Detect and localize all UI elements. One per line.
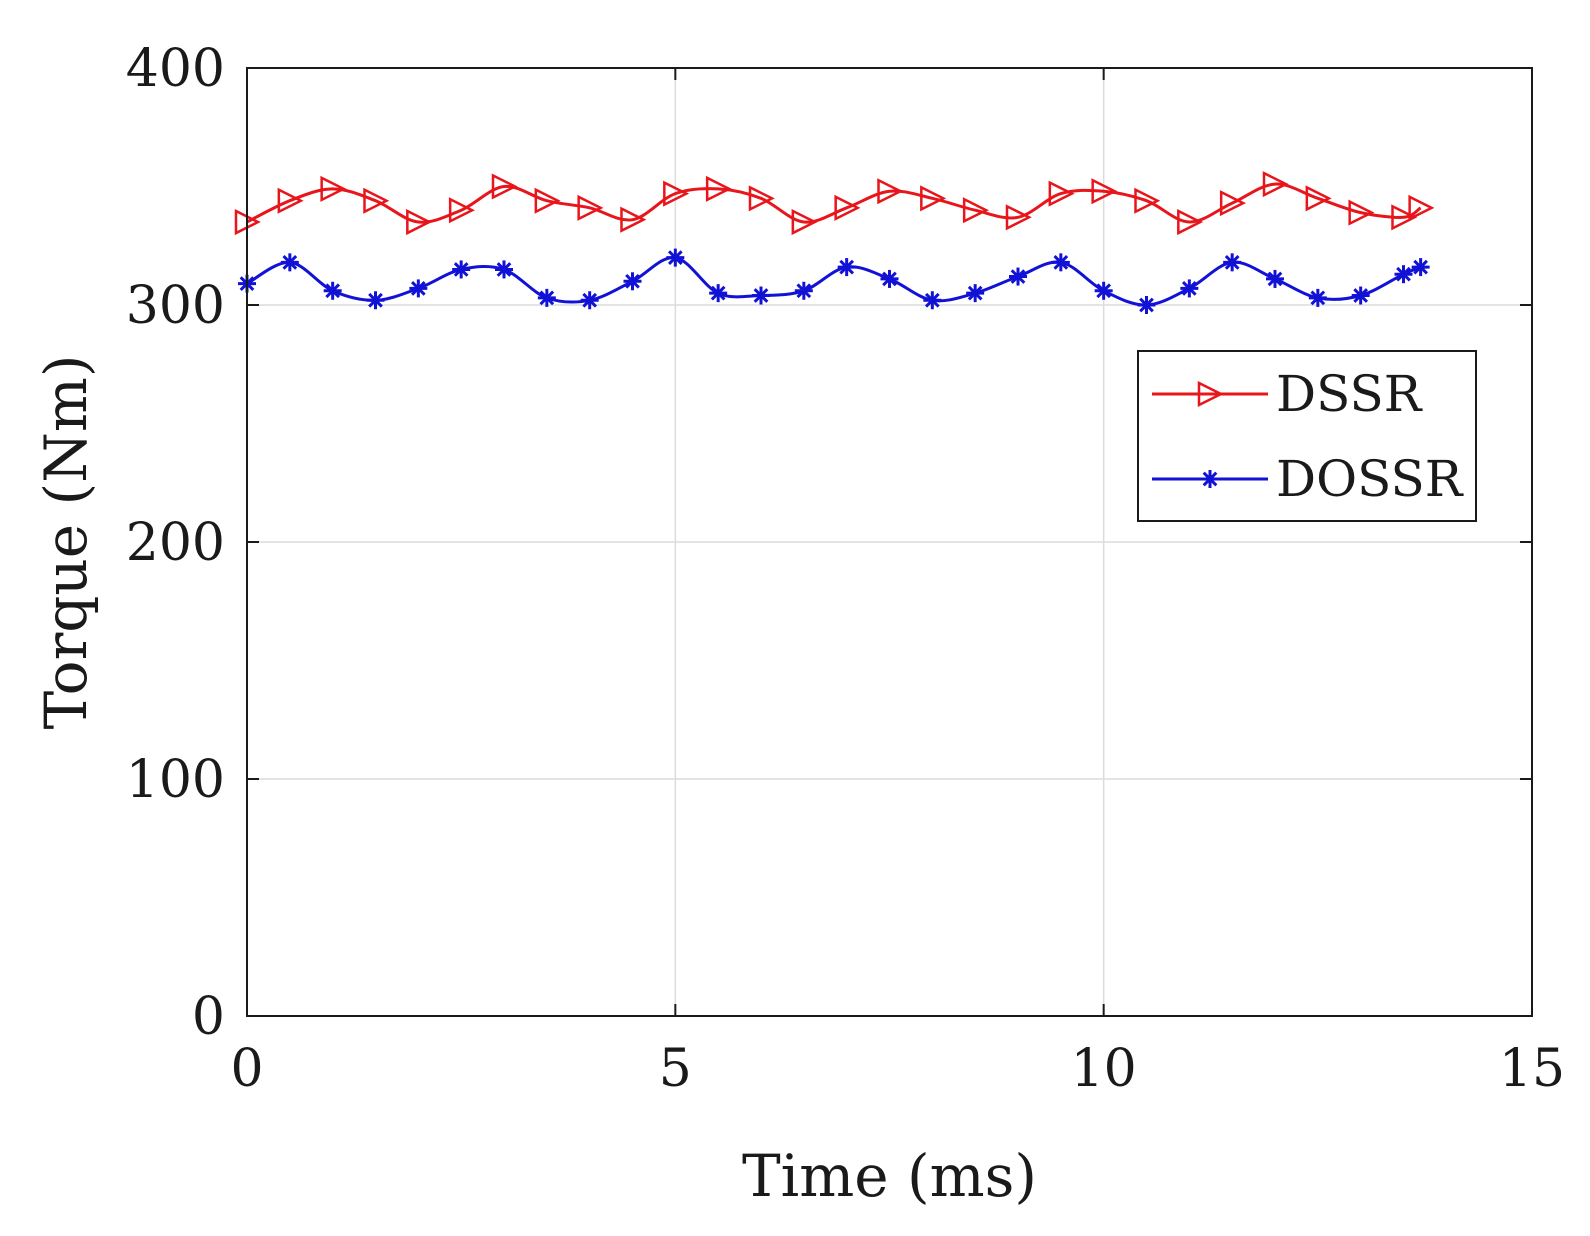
y-axis-label: Torque (Nm) xyxy=(32,354,100,729)
data-point-dssr xyxy=(1408,194,1435,221)
data-point-dssr xyxy=(920,185,947,212)
data-point-dossr xyxy=(1308,288,1327,307)
data-point-dossr xyxy=(1180,279,1199,298)
data-point-dossr xyxy=(666,248,685,267)
data-point-dossr xyxy=(1051,253,1070,272)
legend-box xyxy=(1137,350,1477,522)
data-point-dossr xyxy=(837,258,856,277)
legend: DSSR DOSSR xyxy=(1137,350,1477,522)
data-point-dssr xyxy=(534,187,561,214)
legend-marker-dssr xyxy=(1197,380,1224,408)
data-point-dossr xyxy=(794,281,813,300)
data-point-dssr xyxy=(406,209,433,236)
x-tick-label: 15 xyxy=(1499,1039,1565,1099)
data-point-dossr xyxy=(966,284,985,303)
data-point-dssr xyxy=(1134,187,1161,214)
data-point-dssr xyxy=(791,209,818,236)
x-tick-label: 5 xyxy=(659,1039,692,1099)
series-dossr xyxy=(238,248,1430,314)
data-point-dssr xyxy=(1005,204,1032,231)
data-point-dssr xyxy=(705,175,732,202)
x-tick-label: 0 xyxy=(230,1039,263,1099)
data-point-dssr xyxy=(1262,171,1289,198)
data-point-dssr xyxy=(1177,209,1204,236)
data-point-dossr xyxy=(1394,265,1413,284)
legend-marker-dossr xyxy=(1201,470,1219,488)
data-point-dossr xyxy=(1351,286,1370,305)
data-point-dssr xyxy=(620,206,647,233)
data-point-dssr xyxy=(748,185,775,212)
data-point-dssr xyxy=(363,187,390,214)
data-point-dossr xyxy=(580,291,599,310)
plot-area-frame xyxy=(246,67,1533,1017)
legend-item-dossr: DOSSR xyxy=(1152,450,1464,508)
y-tick-label: 300 xyxy=(126,276,225,336)
data-point-dossr xyxy=(452,260,471,279)
data-point-dssr xyxy=(448,197,475,224)
y-tick-label: 100 xyxy=(126,750,225,810)
x-axis-label: Time (ms) xyxy=(742,1142,1037,1210)
series-line-dssr xyxy=(246,182,1422,224)
data-point-dssr xyxy=(320,175,347,202)
data-point-dssr xyxy=(577,194,604,221)
data-point-dossr xyxy=(366,291,385,310)
series-layer xyxy=(234,171,1435,314)
data-point-dossr xyxy=(280,253,299,272)
series-dssr xyxy=(234,171,1435,236)
y-tick-label: 200 xyxy=(126,513,225,573)
y-tick-label: 0 xyxy=(192,987,225,1047)
data-point-dossr xyxy=(537,288,556,307)
data-point-dossr xyxy=(623,272,642,291)
legend-item-dssr: DSSR xyxy=(1152,365,1423,423)
data-point-dssr xyxy=(1391,204,1418,231)
x-tick-label: 10 xyxy=(1071,1039,1137,1099)
tick-labels: 0 5 10 15 0 100 200 300 400 xyxy=(126,39,1565,1099)
data-point-dossr xyxy=(709,284,728,303)
data-point-dssr xyxy=(1348,199,1375,226)
data-point-dssr xyxy=(1305,185,1332,212)
data-point-dossr xyxy=(1411,258,1430,277)
data-point-dossr xyxy=(1266,269,1284,288)
legend-label-dssr: DSSR xyxy=(1276,365,1423,423)
data-point-dossr xyxy=(495,260,513,279)
data-point-dossr xyxy=(323,281,342,300)
data-point-dssr xyxy=(877,178,904,205)
data-point-dssr xyxy=(663,180,690,207)
data-point-dssr xyxy=(491,173,518,200)
data-point-dossr xyxy=(1009,267,1027,286)
data-point-dossr xyxy=(1223,253,1242,272)
data-point-dssr xyxy=(962,197,989,224)
data-point-dossr xyxy=(1137,296,1156,314)
data-point-dssr xyxy=(1091,178,1118,205)
legend-label-dossr: DOSSR xyxy=(1276,450,1464,508)
data-point-dossr xyxy=(880,269,899,288)
data-point-dossr xyxy=(1094,281,1113,300)
data-point-dssr xyxy=(277,187,304,214)
data-point-dssr xyxy=(1219,190,1246,217)
data-point-dossr xyxy=(409,279,428,298)
data-point-dossr xyxy=(752,286,770,305)
y-tick-label: 400 xyxy=(126,39,225,99)
data-point-dssr xyxy=(834,194,861,221)
data-point-dssr xyxy=(1048,180,1075,207)
data-point-dossr xyxy=(923,291,942,310)
